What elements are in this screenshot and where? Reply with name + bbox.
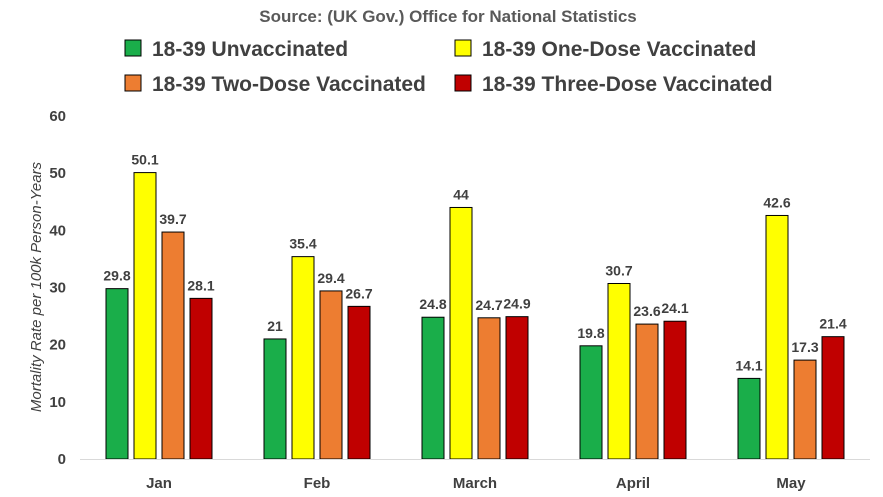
data-label: 24.9 xyxy=(503,296,530,312)
legend-label: 18-39 Unvaccinated xyxy=(152,38,348,61)
bar xyxy=(505,316,529,460)
y-axis-label: Mortality Rate per 100k Person-Years xyxy=(28,161,45,412)
x-category-label: April xyxy=(616,475,650,492)
x-category-label: Jan xyxy=(146,475,172,492)
data-label: 24.7 xyxy=(475,297,502,313)
bar xyxy=(793,359,817,460)
y-tick-label: 50 xyxy=(49,165,66,182)
bar xyxy=(765,214,789,460)
data-label: 17.3 xyxy=(791,339,818,355)
data-label: 44 xyxy=(453,186,469,202)
data-label: 26.7 xyxy=(345,285,372,301)
y-tick-label: 20 xyxy=(49,337,66,354)
bar xyxy=(105,288,129,460)
data-label: 21 xyxy=(267,318,283,334)
bar xyxy=(737,377,761,460)
data-label: 28.1 xyxy=(187,277,214,293)
legend-swatch xyxy=(124,74,142,92)
data-label: 35.4 xyxy=(289,236,316,252)
legend-swatch xyxy=(454,39,472,57)
bars xyxy=(105,172,845,460)
x-category-label: Feb xyxy=(304,475,331,492)
x-axis-categories: Jan Feb March April May xyxy=(146,475,806,492)
bar xyxy=(449,206,473,460)
data-label: 39.7 xyxy=(159,211,186,227)
legend: 18-39 Unvaccinated 18-39 One-Dose Vaccina… xyxy=(124,38,773,96)
data-label: 29.4 xyxy=(317,270,344,286)
x-category-label: May xyxy=(776,475,806,492)
bar xyxy=(263,338,287,460)
data-label: 14.1 xyxy=(735,357,762,373)
legend-swatch xyxy=(454,74,472,92)
y-tick-label: 60 xyxy=(49,108,66,125)
bar xyxy=(291,256,315,460)
data-label: 42.6 xyxy=(763,194,790,210)
bar xyxy=(477,317,501,460)
data-labels: 29.8 50.1 39.7 28.1 21 35.4 29.426.7 24.8 44 24.7… xyxy=(103,152,846,374)
legend-label: 18-39 Two-Dose Vaccinated xyxy=(152,73,426,96)
y-axis-ticks: 0 10 20 30 40 50 60 xyxy=(49,108,66,468)
data-label: 19.8 xyxy=(577,325,604,341)
y-tick-label: 40 xyxy=(49,222,66,239)
bar xyxy=(161,231,185,460)
data-label: 29.8 xyxy=(103,268,130,284)
data-label: 24.8 xyxy=(419,296,446,312)
bar xyxy=(579,345,603,460)
bar xyxy=(663,320,687,460)
bar xyxy=(607,282,631,460)
data-label: 30.7 xyxy=(605,262,632,278)
data-label: 24.1 xyxy=(661,300,688,316)
y-tick-label: 10 xyxy=(49,394,66,411)
bar xyxy=(133,172,157,460)
bar xyxy=(319,290,343,460)
x-category-label: March xyxy=(453,475,497,492)
y-tick-label: 0 xyxy=(58,451,66,468)
bar xyxy=(821,336,845,460)
y-tick-label: 30 xyxy=(49,280,66,297)
bar xyxy=(189,297,213,460)
bar xyxy=(635,323,659,460)
data-label: 23.6 xyxy=(633,303,660,319)
bar xyxy=(421,316,445,460)
chart-title: Source: (UK Gov.) Office for National St… xyxy=(259,7,637,26)
bar xyxy=(347,305,371,460)
data-label: 50.1 xyxy=(131,152,158,168)
legend-label: 18-39 Three-Dose Vaccinated xyxy=(482,73,773,96)
data-label: 21.4 xyxy=(819,316,846,332)
legend-swatch xyxy=(124,39,142,57)
legend-label: 18-39 One-Dose Vaccinated xyxy=(482,38,756,61)
